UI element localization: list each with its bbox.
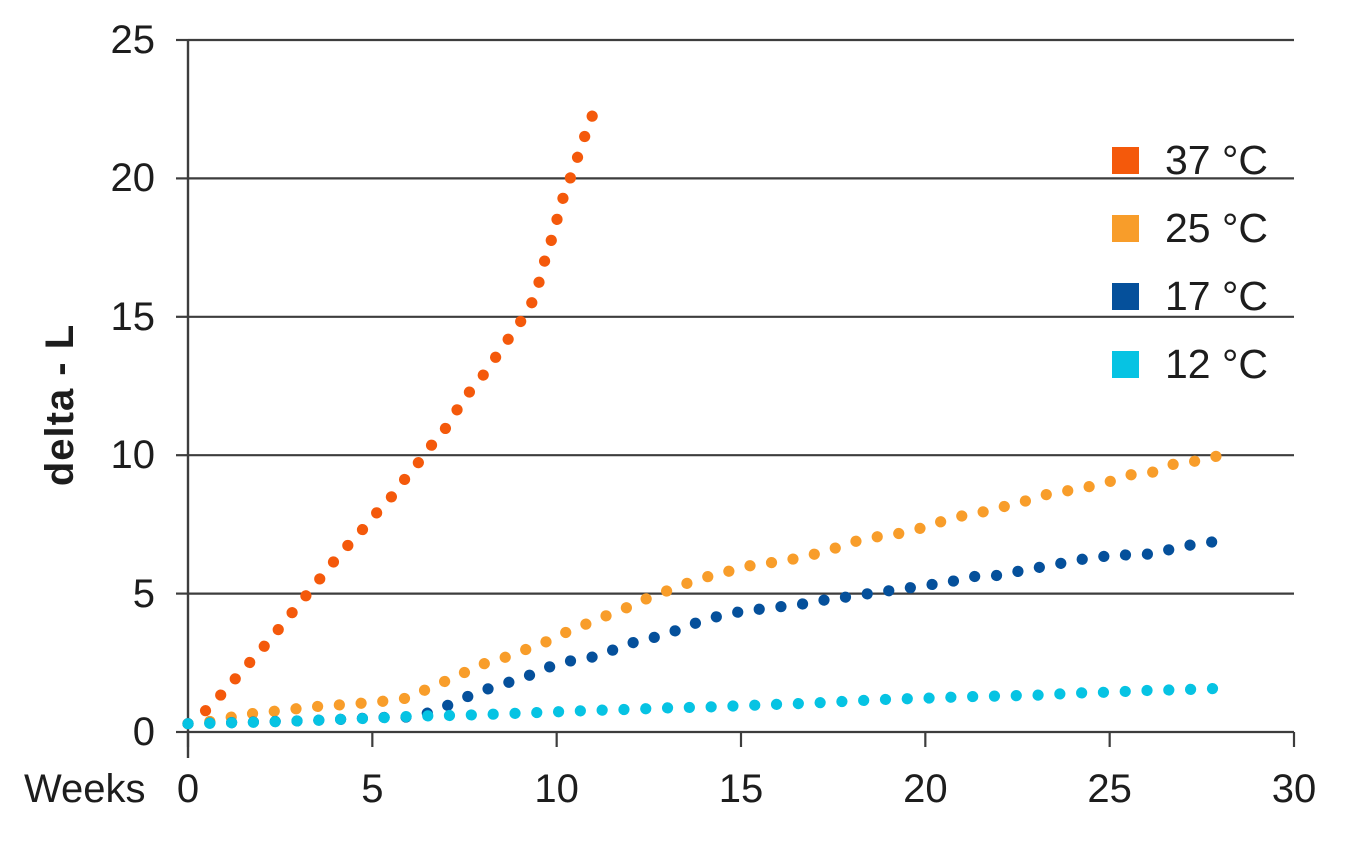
gridlines-group	[176, 38, 1296, 758]
legend: 37 °C 25 °C 17 °C 12 °C	[1112, 137, 1269, 418]
x-axis-title: Weeks	[24, 767, 146, 811]
legend-row-17c: 17 °C	[1112, 273, 1269, 319]
x-tick-label-15: 15	[718, 767, 764, 811]
y-tick-label-0: 0	[132, 710, 155, 754]
x-tick-label-0: 0	[176, 767, 200, 811]
curve-37c	[182, 95, 603, 730]
y-tick-label-10: 10	[110, 433, 156, 478]
x-tick-label-10: 10	[534, 767, 579, 811]
legend-label-12c: 12 °C	[1165, 341, 1269, 387]
legend-label-17c: 17 °C	[1165, 273, 1269, 319]
legend-swatch-12c	[1112, 350, 1139, 378]
y-tick-label-20: 20	[110, 156, 156, 201]
x-tick-label-20: 20	[903, 767, 948, 811]
legend-swatch-37c	[1112, 146, 1139, 174]
y-tick-label-15: 15	[110, 294, 156, 339]
legend-swatch-25c	[1112, 214, 1139, 242]
y-tick-label-5: 5	[132, 571, 155, 616]
y-axis-title: delta - L	[38, 323, 82, 487]
x-tick-label-30: 30	[1271, 767, 1317, 811]
series-curves-group	[182, 95, 1226, 730]
x-tick-label-25: 25	[1087, 767, 1132, 811]
y-tick-label-25: 25	[110, 18, 156, 62]
legend-label-25c: 25 °C	[1165, 205, 1269, 251]
legend-row-25c: 25 °C	[1112, 205, 1269, 251]
legend-row-12c: 12 °C	[1112, 341, 1269, 387]
legend-swatch-17c	[1112, 282, 1139, 310]
curve-12c	[182, 682, 1226, 730]
legend-label-37c: 37 °C	[1165, 137, 1269, 183]
curve-25c	[182, 449, 1226, 730]
curve-17c	[182, 535, 1226, 730]
x-tick-label-5: 5	[361, 767, 384, 811]
legend-row-37c: 37 °C	[1112, 137, 1269, 183]
